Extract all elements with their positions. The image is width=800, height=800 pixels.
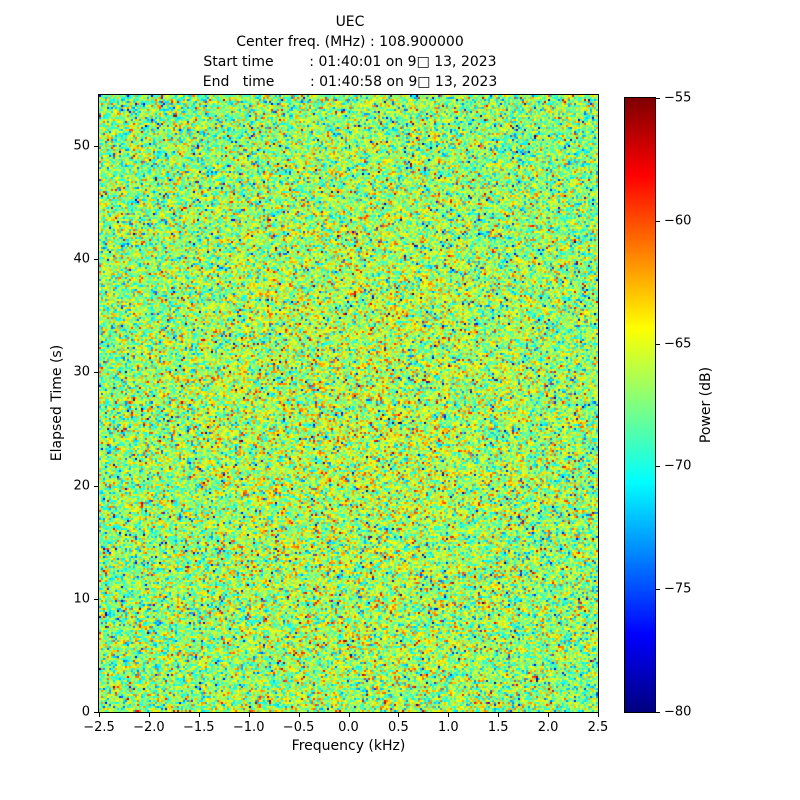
colorbar-tick-label: −65 <box>664 336 692 352</box>
y-tick-mark <box>94 259 98 261</box>
x-tick-label: −2.5 <box>83 720 115 735</box>
x-tick-label: −2.0 <box>133 720 165 735</box>
colorbar-tick-mark <box>656 98 660 99</box>
plot-area <box>98 94 599 713</box>
x-tick-label: −0.5 <box>282 720 315 735</box>
x-tick-mark <box>248 713 250 717</box>
colorbar-tick-mark <box>656 712 660 713</box>
x-tick-mark <box>99 713 100 717</box>
x-axis-label: Frequency (kHz) <box>291 738 406 754</box>
end-time-annotation: End time : 01:40:58 on 9□ 13, 2023 <box>202 74 498 90</box>
x-tick-label: −1.0 <box>232 720 265 735</box>
x-tick-mark <box>448 713 450 717</box>
x-tick-mark <box>348 713 350 717</box>
y-tick-mark <box>94 372 98 374</box>
y-tick-mark <box>94 145 98 147</box>
colorbar-label: Power (dB) <box>698 366 714 444</box>
x-tick-mark <box>498 713 500 717</box>
y-tick-label: 0 <box>81 704 90 720</box>
y-tick-mark <box>94 485 98 487</box>
y-tick-label: 40 <box>73 251 90 267</box>
colorbar <box>624 97 656 713</box>
x-tick-mark <box>548 713 550 717</box>
y-tick-label: 10 <box>73 591 90 607</box>
colorbar-tick-label: −80 <box>664 704 692 720</box>
start-time-annotation: Start time : 01:40:01 on 9□ 13, 2023 <box>203 54 497 70</box>
x-tick-mark <box>148 713 150 717</box>
spectrogram-image <box>99 95 598 712</box>
x-tick-mark <box>198 713 200 717</box>
colorbar-tick-label: −55 <box>664 90 692 106</box>
colorbar-tick-label: −75 <box>664 581 692 597</box>
x-tick-label: 0.5 <box>388 720 409 735</box>
y-tick-label: 50 <box>73 138 90 154</box>
y-tick-mark <box>94 598 98 600</box>
x-tick-label: 1.5 <box>487 720 509 735</box>
chart-header: UEC Center freq. (MHz) : 108.900000 Star… <box>0 12 700 92</box>
x-tick-mark <box>598 713 599 717</box>
y-tick-label: 20 <box>73 478 90 494</box>
x-tick-mark <box>298 713 300 717</box>
y-tick-label: 30 <box>73 364 90 380</box>
x-tick-label: 0.0 <box>338 720 359 735</box>
colorbar-tick-mark <box>656 220 660 222</box>
chart-title: UEC <box>335 14 365 30</box>
colorbar-tick-mark <box>656 343 660 345</box>
colorbar-gradient <box>625 98 655 712</box>
x-tick-label: 2.0 <box>537 720 559 735</box>
x-tick-label: 2.5 <box>587 720 609 735</box>
center-freq-annotation: Center freq. (MHz) : 108.900000 <box>236 34 464 50</box>
x-tick-mark <box>398 713 400 717</box>
x-tick-label: 1.0 <box>437 720 459 735</box>
colorbar-tick-label: −60 <box>664 213 692 229</box>
y-axis-label: Elapsed Time (s) <box>49 344 65 462</box>
colorbar-tick-mark <box>656 589 660 591</box>
colorbar-tick-label: −70 <box>664 458 692 474</box>
colorbar-tick-mark <box>656 466 660 468</box>
x-tick-label: −1.5 <box>183 720 215 735</box>
y-tick-mark <box>94 712 98 713</box>
